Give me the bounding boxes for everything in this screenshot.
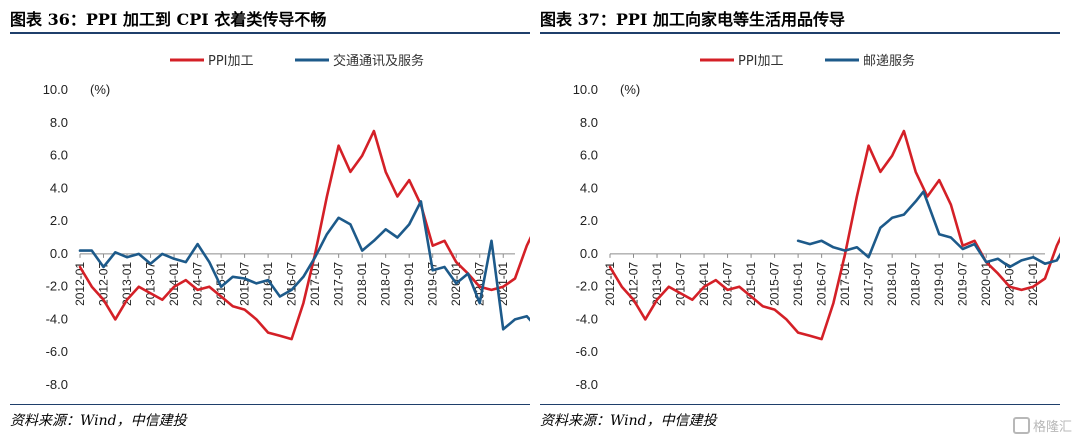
x-tick-label: 2019-01 bbox=[402, 262, 416, 306]
x-tick-label: 2017-01 bbox=[308, 262, 322, 306]
y-tick-label: 0.0 bbox=[580, 246, 598, 261]
y-tick-label: -8.0 bbox=[46, 377, 68, 392]
chart-title: 图表 37：PPI 加工向家电等生活用品传导 bbox=[540, 10, 845, 29]
x-tick-label: 2019-07 bbox=[956, 262, 970, 306]
x-tick-label: 2016-01 bbox=[791, 262, 805, 306]
source-rule bbox=[10, 404, 530, 405]
legend: PPI加工 邮递服务 bbox=[700, 53, 915, 69]
y-tick-label: 6.0 bbox=[50, 148, 68, 163]
watermark: 格隆汇 bbox=[1012, 416, 1072, 435]
x-tick-label: 2021-01 bbox=[1026, 262, 1040, 306]
y-tick-label: -4.0 bbox=[46, 311, 68, 326]
x-tick-label: 2018-01 bbox=[885, 262, 899, 306]
y-tick-label: -2.0 bbox=[576, 279, 598, 294]
x-tick-label: 2013-07 bbox=[674, 262, 688, 306]
line-chart: 10.0 8.0 6.0 4.0 2.0 0.0 -2.0 -4.0 -6.0 -8.0 (%) 20… bbox=[43, 53, 530, 392]
y-tick-label: -6.0 bbox=[576, 344, 598, 359]
y-tick-label: -4.0 bbox=[576, 311, 598, 326]
chart-title: 图表 36：PPI 加工到 CPI 衣着类传导不畅 bbox=[10, 10, 327, 29]
x-tick-label: 2017-07 bbox=[862, 262, 876, 306]
x-tick-label: 2020-07 bbox=[1003, 262, 1017, 306]
source-note: 资料来源：Wind，中信建投 bbox=[10, 413, 187, 429]
x-tick-label: 2016-07 bbox=[815, 262, 829, 306]
watermark-text: 格隆汇 bbox=[1032, 420, 1072, 435]
x-tick-label: 2014-01 bbox=[697, 262, 711, 306]
y-tick-label: 4.0 bbox=[50, 180, 68, 195]
x-tick-label: 2019-01 bbox=[932, 262, 946, 306]
y-tick-label: 6.0 bbox=[580, 148, 598, 163]
y-tick-label: 4.0 bbox=[580, 180, 598, 195]
chart-panel-right: 图表 37：PPI 加工向家电等生活用品传导 10.0 8.0 6.0 4.0 2.0 0… bbox=[540, 0, 1060, 441]
x-tick-label: 2020-01 bbox=[979, 262, 993, 306]
x-tick-label: 2018-01 bbox=[355, 262, 369, 306]
y-tick-label: 2.0 bbox=[580, 213, 598, 228]
x-tick-label: 2018-07 bbox=[909, 262, 923, 306]
line-chart: 10.0 8.0 6.0 4.0 2.0 0.0 -2.0 -4.0 -6.0 -8.0 (%) 20… bbox=[573, 53, 1060, 392]
watermark-logo-icon bbox=[1012, 417, 1030, 434]
x-tick-label: 2014-01 bbox=[167, 262, 181, 306]
y-tick-label: 10.0 bbox=[573, 82, 598, 97]
series-line-1 bbox=[608, 129, 1060, 341]
x-tick-label: 2014-07 bbox=[191, 262, 205, 306]
x-tick-label: 2016-07 bbox=[285, 262, 299, 306]
legend-label: 邮递服务 bbox=[863, 53, 915, 69]
source-rule bbox=[540, 404, 1060, 405]
y-tick-label: 0.0 bbox=[50, 246, 68, 261]
y-tick-label: -2.0 bbox=[46, 279, 68, 294]
y-tick-label: 8.0 bbox=[50, 115, 68, 130]
y-tick-label: 10.0 bbox=[43, 82, 68, 97]
source-note: 资料来源：Wind，中信建投 bbox=[540, 413, 717, 429]
x-tick-label: 2016-01 bbox=[261, 262, 275, 306]
x-tick-label: 2017-07 bbox=[332, 262, 346, 306]
x-tick-label: 2017-01 bbox=[838, 262, 852, 306]
series-line-2 bbox=[78, 200, 530, 331]
y-tick-label: 8.0 bbox=[580, 115, 598, 130]
y-unit-label: (%) bbox=[90, 82, 110, 97]
y-tick-label: 2.0 bbox=[50, 213, 68, 228]
y-tick-label: -6.0 bbox=[46, 344, 68, 359]
series-line-1 bbox=[78, 129, 530, 341]
title-rule bbox=[540, 32, 1060, 34]
y-tick-label: -8.0 bbox=[576, 377, 598, 392]
legend: PPI加工 交通通讯及服务 bbox=[170, 53, 424, 69]
title-rule bbox=[10, 32, 530, 34]
legend-label: 交通通讯及服务 bbox=[333, 53, 424, 69]
x-tick-label: 2015-07 bbox=[768, 262, 782, 306]
y-unit-label: (%) bbox=[620, 82, 640, 97]
x-tick-label: 2019-07 bbox=[426, 262, 440, 306]
x-tick-label: 2015-07 bbox=[238, 262, 252, 306]
x-tick-label: 2018-07 bbox=[379, 262, 393, 306]
legend-label: PPI加工 bbox=[208, 54, 254, 69]
x-tick-label: 2013-07 bbox=[144, 262, 158, 306]
x-tick-label: 2014-07 bbox=[721, 262, 735, 306]
chart-panel-left: 图表 36：PPI 加工到 CPI 衣着类传导不畅 10.0 8.0 6.0 4.0 2… bbox=[10, 0, 530, 441]
series-line-2 bbox=[796, 190, 1060, 269]
legend-label: PPI加工 bbox=[738, 54, 784, 69]
